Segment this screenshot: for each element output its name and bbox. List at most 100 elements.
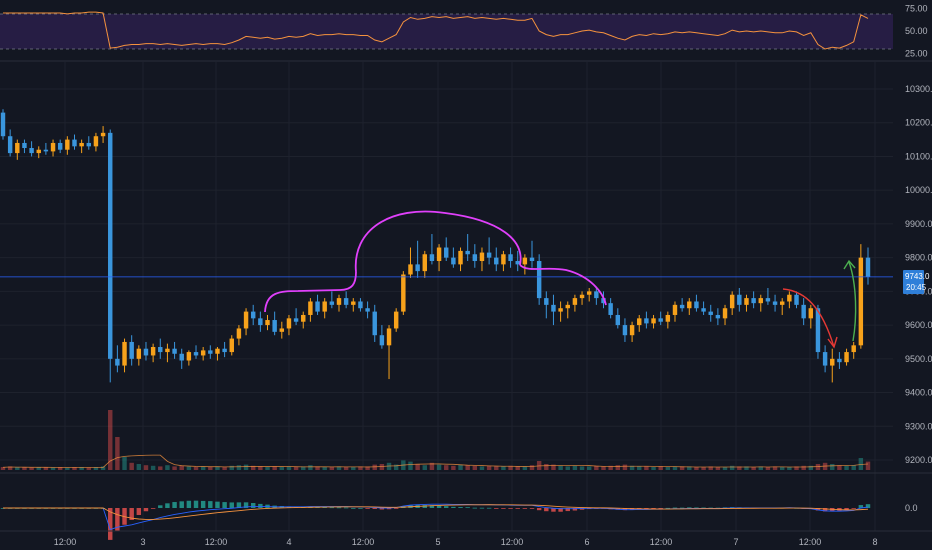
candle-body [522, 257, 528, 265]
macd-hist-bar [143, 508, 149, 512]
volume-ma-line [2, 454, 869, 468]
volume-bar [579, 466, 585, 470]
candle-body [208, 350, 213, 354]
volume-bar [65, 467, 70, 470]
macd-hist-bar [665, 507, 671, 509]
macd-hist-bar [822, 508, 828, 512]
candle-body [715, 314, 721, 319]
volume-bar [665, 467, 671, 470]
candle-body [751, 298, 756, 304]
candle-body [336, 298, 342, 305]
price-tick-label: 10100.0 [905, 151, 932, 161]
price-tick-label: 9300.0 [905, 421, 932, 431]
price-pane[interactable]: 10300.0 10200.0 10100.0 10000.0 9900.0 9800.0… [0, 84, 932, 470]
macd-hist-bar [815, 508, 821, 511]
time-tick-label: 8 [872, 537, 877, 547]
volume-bar [143, 465, 149, 470]
macd-hist-bar [565, 508, 570, 512]
candle-body [7, 136, 13, 154]
volume-bar [329, 467, 335, 470]
candle-body [93, 136, 99, 147]
time-axis[interactable]: 12:00 3 12:00 4 12:00 5 12:00 6 12:00 7 12:00 8 [54, 537, 878, 547]
macd-hist-bar [158, 505, 163, 508]
macd-hist-bar [672, 507, 678, 509]
candle-body [179, 353, 184, 361]
volume-bar [165, 465, 170, 470]
candle-body [729, 294, 735, 309]
volume-bar [186, 466, 192, 470]
candle-body [651, 318, 656, 324]
volume-bar [608, 465, 613, 470]
candle-body [501, 254, 506, 265]
volume-bar [222, 467, 227, 470]
volume-bar [15, 467, 20, 470]
volume-bar [486, 465, 492, 470]
volume-bar [22, 467, 27, 470]
candle-body [429, 254, 435, 262]
volume-bar [293, 467, 299, 470]
macd-hist-bar [865, 504, 871, 508]
volume-bar [372, 464, 377, 470]
macd-hist-bar [558, 508, 563, 512]
candle-body [386, 328, 392, 346]
candle-body [458, 250, 463, 265]
candle-body [779, 301, 785, 305]
current-price-tag [903, 270, 924, 294]
macd-hist-bar [529, 508, 535, 509]
macd-tick-label: 0.0 [905, 503, 918, 513]
macd-hist-bar [222, 502, 227, 508]
candlesticks [0, 109, 871, 383]
volume-bar [444, 465, 449, 470]
volume-bar [694, 467, 699, 470]
drawing-red-arrowhead [827, 336, 838, 349]
time-tick-label: 4 [286, 537, 291, 547]
volume-bar [765, 467, 771, 470]
macd-hist-bar [508, 508, 513, 509]
macd-pane[interactable]: 0.0 [0, 500, 918, 540]
volume-bar [358, 466, 363, 470]
candle-body [100, 132, 106, 137]
candle-body [586, 291, 592, 295]
macd-hist-bar [165, 503, 170, 508]
candle-body [229, 338, 234, 353]
macd-hist-bar [486, 507, 492, 509]
candle-body [629, 325, 635, 336]
candle-body [165, 348, 170, 353]
volume-bar [522, 466, 528, 470]
volume-bar [644, 466, 649, 470]
candle-body [129, 341, 134, 359]
volume-bar [136, 464, 142, 470]
rsi-pane[interactable]: 75.00 50.00 25.00 [0, 4, 928, 59]
volume-bar [651, 467, 656, 470]
candle-body [558, 308, 563, 312]
volume-bar [858, 458, 864, 470]
macd-hist-bar [129, 508, 134, 520]
drawing-green-arrowhead [843, 259, 856, 270]
candle-body [444, 247, 449, 258]
price-tick-label: 9400.0 [905, 388, 932, 398]
candle-body [494, 257, 499, 265]
candle-body [451, 257, 456, 265]
volume-bar [243, 464, 249, 470]
volume-bar [36, 467, 41, 470]
candle-body [844, 352, 849, 363]
volume-bar [408, 461, 413, 470]
candle-body [108, 132, 113, 359]
volume-bar [601, 466, 606, 470]
volume-bar [50, 467, 56, 470]
time-tick-label: 12:00 [205, 537, 228, 547]
volume-bar [451, 465, 456, 470]
drawing-red-arrow [782, 288, 835, 348]
candle-body [215, 348, 220, 354]
candle-body [865, 257, 871, 277]
candle-body [365, 308, 370, 312]
candle-body [794, 294, 799, 305]
volume-bar [830, 464, 835, 470]
volume-bar [436, 464, 442, 470]
candle-body [536, 261, 542, 299]
macd-hist-bar [258, 503, 263, 508]
volume-bar [250, 465, 256, 470]
macd-hist-bar [472, 507, 478, 509]
